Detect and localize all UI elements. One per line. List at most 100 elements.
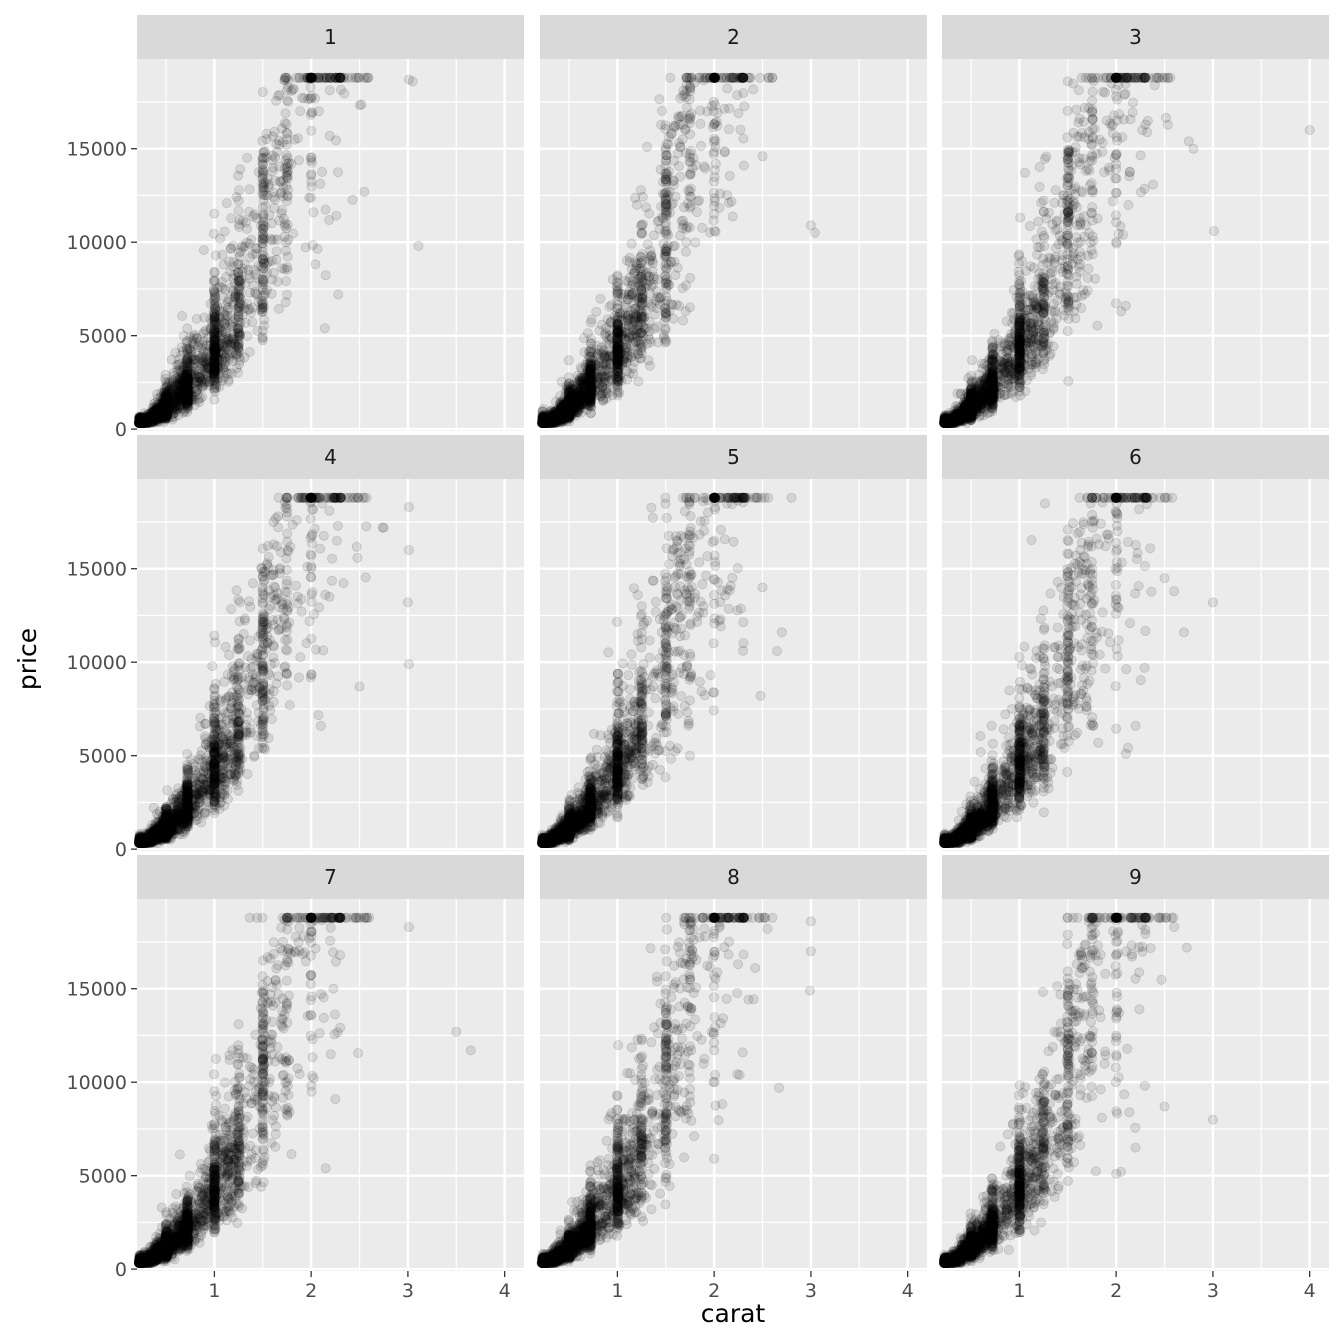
data-point <box>134 417 145 428</box>
data-point <box>335 84 346 95</box>
data-point <box>182 388 193 399</box>
data-point <box>266 218 277 229</box>
data-point <box>198 244 209 255</box>
data-point <box>182 347 193 358</box>
data-point <box>134 417 145 428</box>
data-point <box>644 208 655 219</box>
data-point <box>413 240 424 251</box>
data-point <box>637 219 648 230</box>
data-point <box>660 225 671 236</box>
facet-strip-label: 2 <box>727 25 740 49</box>
data-point <box>282 219 293 230</box>
data-point <box>161 403 172 414</box>
data-point <box>135 417 146 428</box>
data-point <box>263 256 274 267</box>
data-point <box>220 328 231 339</box>
data-point <box>637 313 648 324</box>
data-point <box>234 306 245 317</box>
data-point <box>661 187 672 198</box>
data-point <box>146 411 157 422</box>
data-point <box>612 270 623 281</box>
data-point <box>661 209 672 220</box>
y-tick-label: 10000 <box>67 232 127 254</box>
data-point <box>259 233 270 244</box>
data-point <box>563 355 574 366</box>
data-point <box>268 192 279 203</box>
data-point <box>332 167 343 178</box>
data-point <box>159 414 170 425</box>
data-point <box>280 297 291 308</box>
data-point <box>308 207 319 218</box>
data-point <box>239 352 250 363</box>
data-point <box>636 292 647 303</box>
data-point <box>225 243 236 254</box>
data-point <box>612 335 623 346</box>
data-point <box>245 252 256 263</box>
data-point <box>134 417 145 428</box>
data-point <box>236 274 247 285</box>
data-point <box>134 417 145 428</box>
data-point <box>642 141 653 152</box>
data-point <box>155 408 166 419</box>
data-point <box>135 416 146 427</box>
data-point <box>208 228 219 239</box>
data-point <box>288 83 299 94</box>
data-point <box>244 184 255 195</box>
data-point <box>209 275 220 286</box>
data-point <box>593 350 604 361</box>
data-point <box>309 93 320 104</box>
data-point <box>208 285 219 296</box>
data-point <box>681 246 692 257</box>
data-point <box>141 417 152 428</box>
data-point <box>320 204 331 215</box>
data-point <box>153 401 164 412</box>
data-point <box>152 414 163 425</box>
data-point <box>136 416 147 427</box>
data-point <box>281 237 292 248</box>
data-point <box>611 303 622 314</box>
data-point <box>209 309 220 320</box>
data-point <box>666 128 677 139</box>
data-point <box>134 417 145 428</box>
data-point <box>585 317 596 328</box>
data-point <box>258 220 269 231</box>
data-point <box>585 374 596 385</box>
data-point <box>672 148 683 159</box>
data-point <box>661 150 672 161</box>
data-point <box>282 264 293 275</box>
data-point <box>135 415 146 426</box>
data-point <box>282 190 293 201</box>
data-point <box>660 120 671 131</box>
data-point <box>257 300 268 311</box>
data-point <box>257 172 268 183</box>
data-point <box>159 408 170 419</box>
data-point <box>224 256 235 267</box>
data-point <box>257 333 268 344</box>
data-point <box>257 209 268 220</box>
data-point <box>649 309 660 320</box>
data-point <box>143 412 154 423</box>
data-point <box>134 417 145 428</box>
data-point <box>149 409 160 420</box>
data-point <box>565 401 576 412</box>
data-point <box>660 323 671 334</box>
data-point <box>182 323 193 334</box>
data-point <box>135 417 146 428</box>
data-point <box>267 274 278 285</box>
data-point <box>151 416 162 427</box>
data-point <box>626 238 637 249</box>
data-point <box>648 230 659 241</box>
data-point <box>280 276 291 287</box>
data-point <box>660 337 671 348</box>
data-point <box>281 72 292 83</box>
data-point <box>135 417 146 428</box>
data-point <box>154 410 165 421</box>
data-point <box>306 72 317 83</box>
data-point <box>182 360 193 371</box>
data-point <box>281 171 292 182</box>
data-point <box>136 417 147 428</box>
data-point <box>182 380 193 391</box>
data-point <box>188 331 199 342</box>
data-point <box>346 72 357 83</box>
